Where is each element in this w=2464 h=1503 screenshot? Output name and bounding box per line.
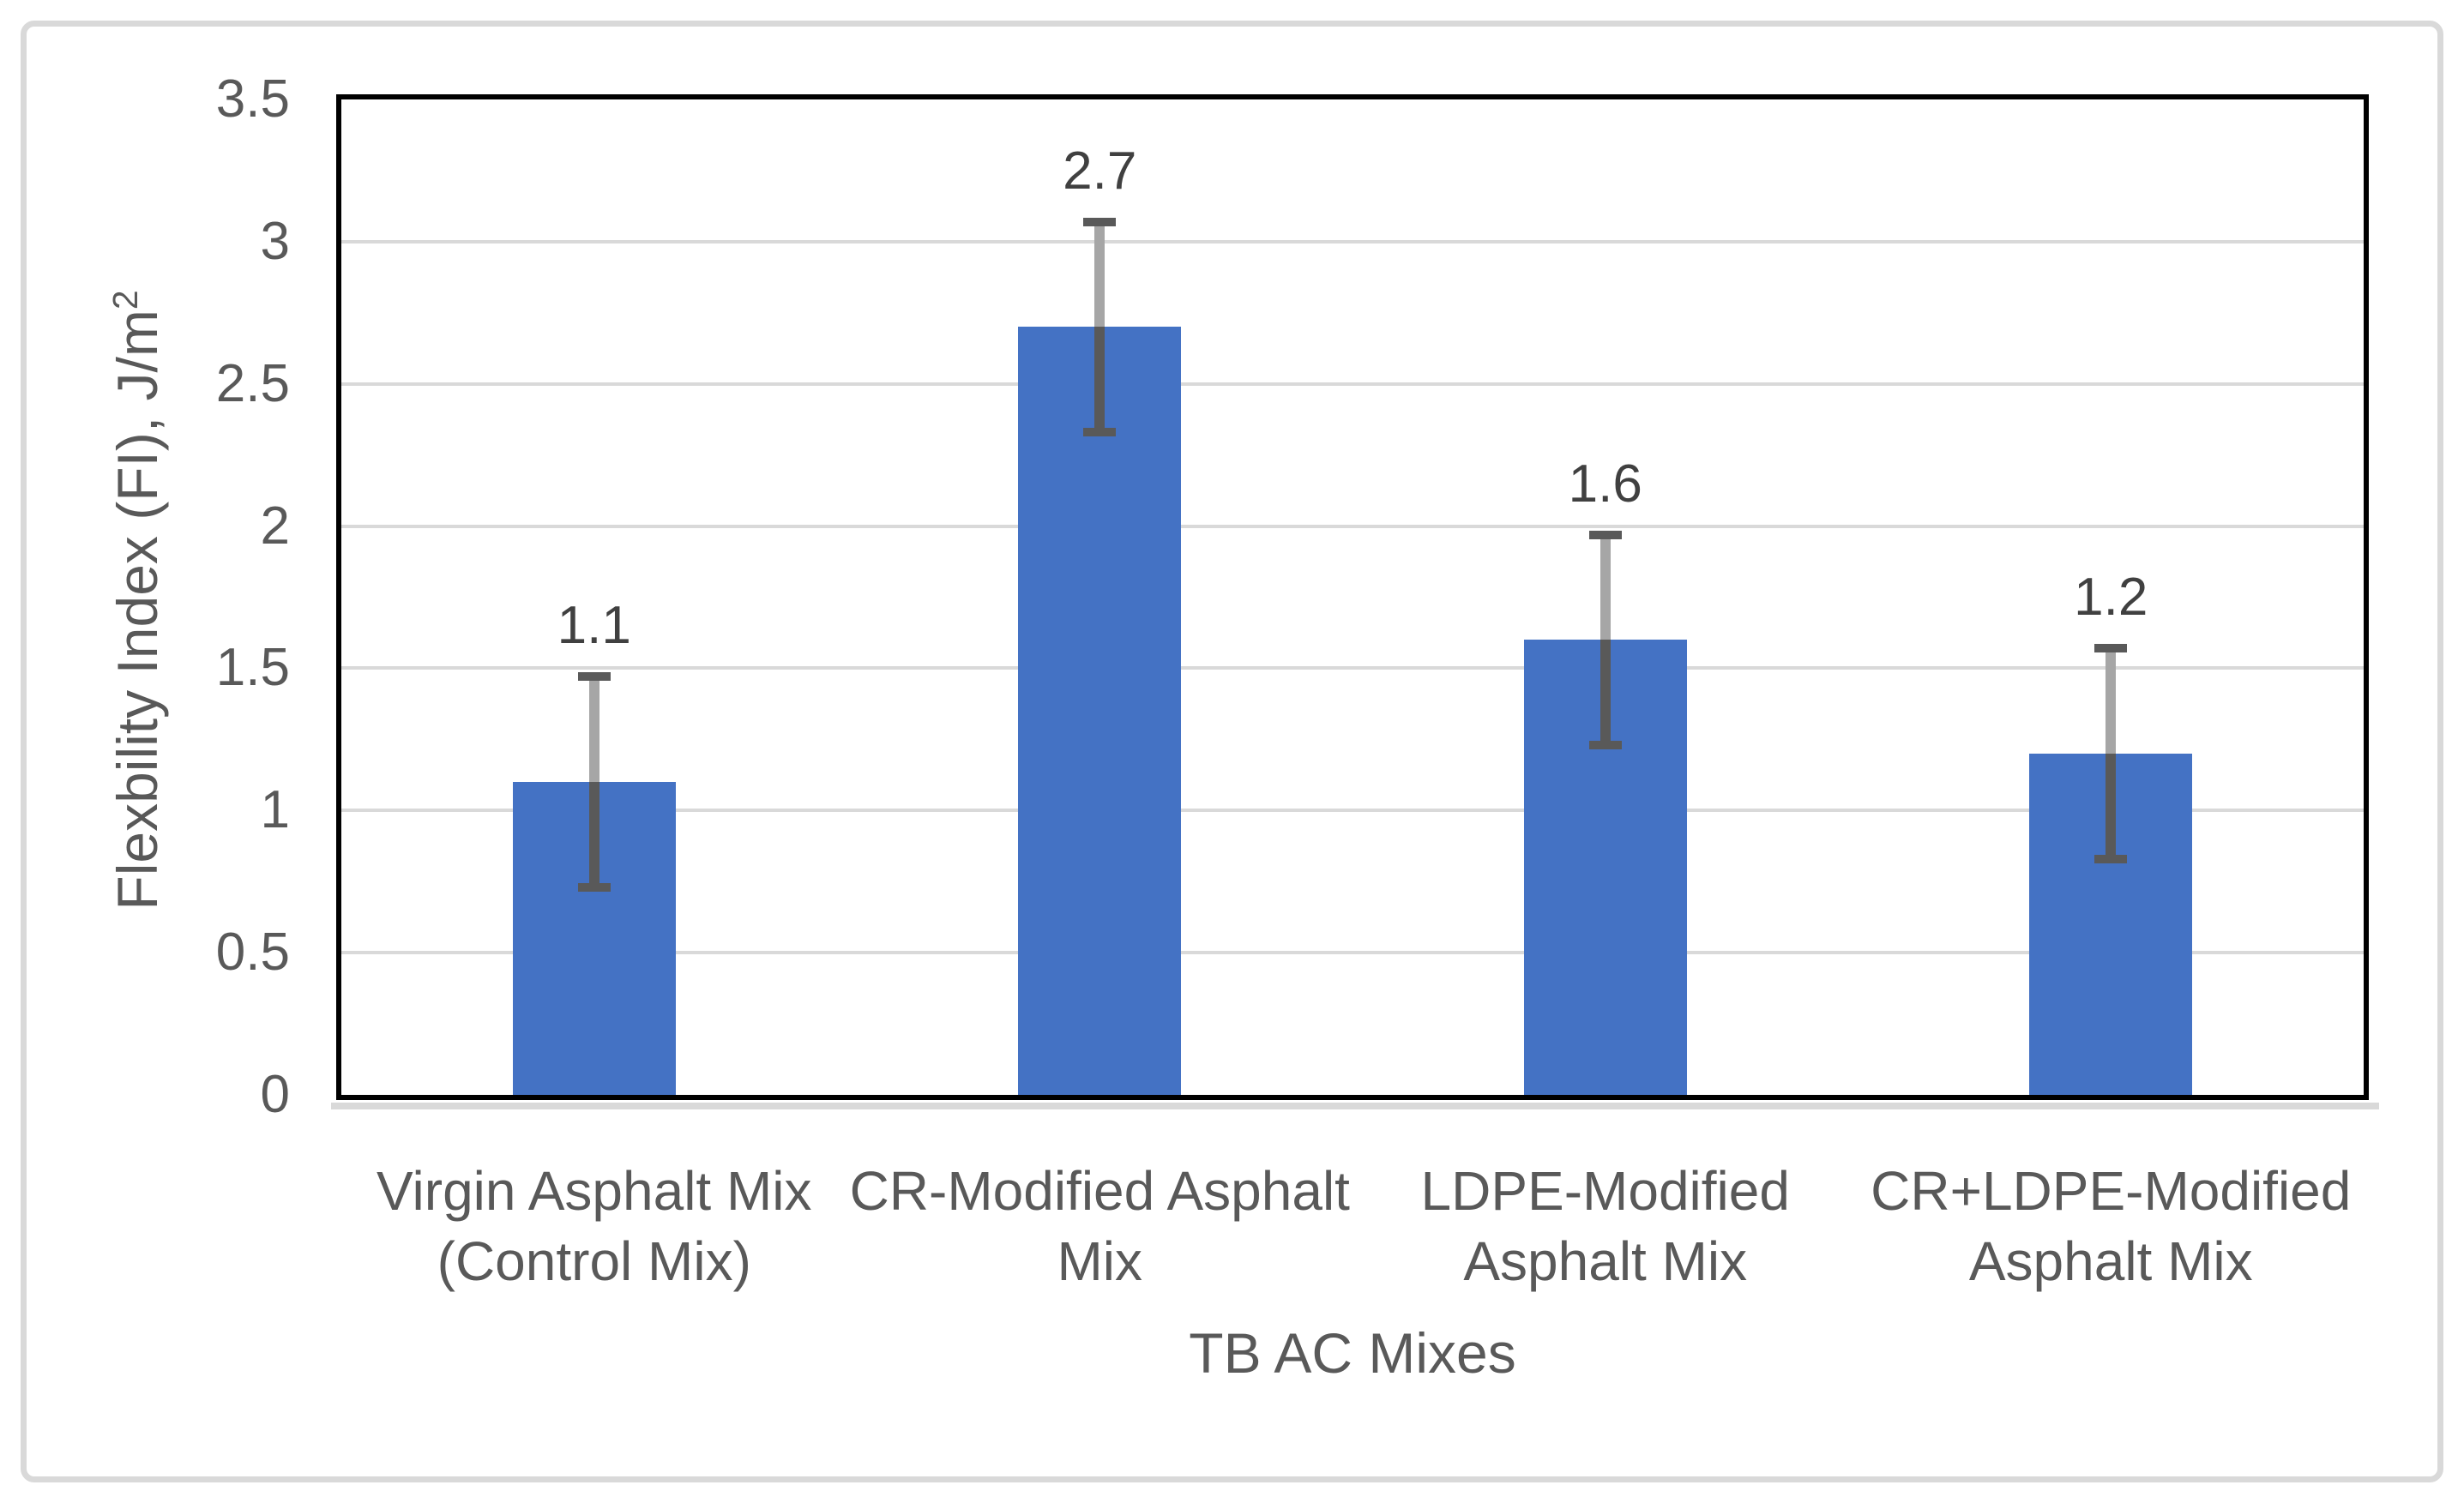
error-bar-upper-line — [2106, 648, 2117, 754]
category-label: Virgin Asphalt Mix (Control Mix) — [377, 1160, 812, 1292]
y-tick-label: 1.5 — [215, 638, 290, 698]
bar-data-label: 1.1 — [557, 596, 631, 656]
error-bar-lower-line — [2106, 753, 2117, 859]
bars-layer — [341, 99, 2364, 1095]
y-tick-label: 2.5 — [215, 353, 290, 413]
x-axis-baseline — [331, 1103, 2379, 1109]
error-bar-cap-bottom — [2094, 854, 2128, 863]
category-label: LDPE-Modified Asphalt Mix — [1420, 1160, 1790, 1292]
gridlines-layer — [341, 99, 2364, 1095]
error-bar-lower-line — [1599, 640, 1611, 745]
gridline — [341, 382, 2364, 386]
error-bar-cap-top — [577, 672, 611, 682]
plot-area — [336, 94, 2369, 1100]
gridline — [341, 524, 2364, 528]
category-label: CR+LDPE-Modified Asphalt Mix — [1871, 1160, 2352, 1292]
error-bar-cap-top — [1588, 530, 1622, 539]
y-tick-label: 0.5 — [215, 923, 290, 983]
category-label: CR-Modified Asphalt Mix — [849, 1160, 1350, 1292]
gridline — [341, 666, 2364, 670]
y-axis-tick-labels: 0 0.5 1 1.5 2 2.5 3 3.5 — [0, 0, 290, 1503]
error-bar-cap-bottom — [1588, 740, 1622, 749]
error-bar-cap-bottom — [1083, 428, 1117, 437]
bar — [1018, 327, 1182, 1095]
bar-data-label: 1.2 — [2074, 568, 2148, 628]
gridline — [341, 951, 2364, 955]
y-tick-label: 0 — [260, 1065, 290, 1124]
bar-data-label: 2.7 — [1063, 141, 1137, 201]
error-bar-upper-line — [588, 676, 599, 783]
gridline — [341, 239, 2364, 243]
y-tick-label: 2 — [260, 496, 290, 556]
y-tick-label: 3 — [260, 211, 290, 271]
error-bar-cap-top — [1083, 217, 1117, 226]
y-tick-label: 3.5 — [215, 69, 290, 129]
error-bar-upper-line — [1599, 534, 1611, 640]
error-bar-lower-line — [588, 782, 599, 887]
bar-data-label: 1.6 — [1568, 454, 1642, 514]
error-bar-upper-line — [1094, 221, 1105, 328]
error-bar-lower-line — [1094, 327, 1105, 433]
y-tick-label: 1 — [260, 780, 290, 840]
figure-border — [21, 21, 2443, 1482]
gridline — [341, 809, 2364, 813]
error-bar-cap-bottom — [577, 882, 611, 892]
x-axis-title: TB AC Mixes — [1189, 1321, 1516, 1385]
error-bar-cap-top — [2094, 644, 2128, 653]
